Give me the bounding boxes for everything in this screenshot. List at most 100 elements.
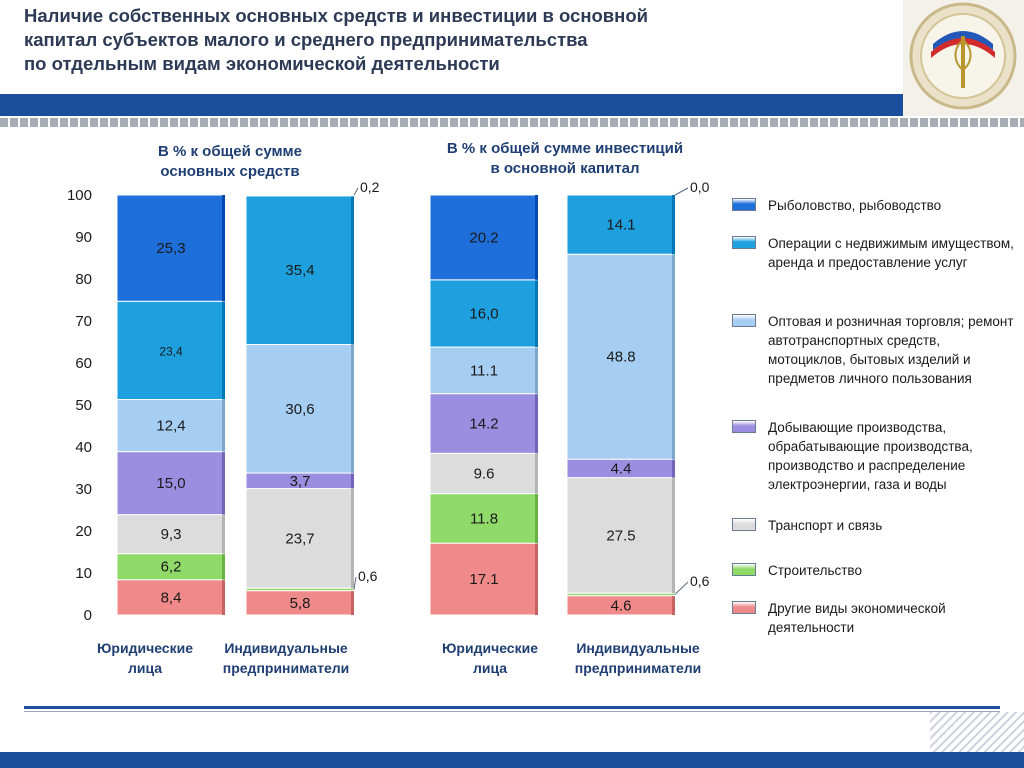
bar-segment-edge	[672, 595, 675, 615]
data-label: 35,4	[285, 262, 314, 279]
leader-line	[353, 187, 359, 196]
data-label: 14.2	[469, 415, 498, 432]
data-label: 14.1	[606, 217, 635, 234]
bar-segment-edge	[535, 279, 538, 348]
category-label: лица	[128, 660, 162, 676]
data-label: 23,4	[159, 344, 183, 358]
data-label: 15,0	[156, 475, 185, 492]
bar-segment	[245, 590, 355, 616]
legend-label: Другие виды экономической деятельности	[768, 601, 946, 635]
y-tick-label: 60	[75, 355, 92, 372]
bar-segment-edge	[535, 347, 538, 394]
category-label: предприниматели	[575, 660, 701, 676]
legend-label: Добывающие производства, обрабатывающие …	[768, 420, 973, 492]
category-label: Юридические	[97, 640, 193, 656]
subtitle-assets: В % к общей сумме основных средств	[110, 142, 350, 182]
bar-segment	[429, 279, 539, 348]
bar-segment	[429, 393, 539, 454]
category-label: Юридические	[442, 640, 538, 656]
category-label: лица	[473, 660, 507, 676]
bar-segment	[566, 253, 676, 460]
legend-swatch	[732, 236, 756, 249]
bar-segment-edge	[222, 553, 225, 580]
bar-segment-edge	[672, 195, 675, 255]
y-tick-label: 40	[75, 439, 92, 456]
category-label: предприниматели	[223, 660, 349, 676]
footer-pattern	[930, 712, 1024, 752]
bar-segment-edge	[222, 514, 225, 554]
data-label: 25,3	[156, 240, 185, 257]
data-label: 0,6	[690, 573, 710, 589]
y-tick-label: 30	[75, 481, 92, 498]
bar-segment-edge	[535, 493, 538, 544]
title-line-3: по отдельным видам экономической деятель…	[24, 53, 500, 74]
legend-label: Транспорт и связь	[768, 518, 883, 533]
data-label: 48.8	[606, 349, 635, 366]
legend-swatch	[732, 314, 756, 327]
subtitle-investments-line-2: в основной капитал	[490, 160, 640, 177]
data-label: 6,2	[161, 559, 182, 576]
subtitle-investments: В % к общей сумме инвестиций в основной …	[410, 139, 720, 179]
bar-segment-edge	[672, 254, 675, 460]
data-label: 4.6	[611, 597, 632, 614]
legend-swatch	[732, 198, 756, 211]
data-label: 11.1	[470, 362, 498, 379]
bar-segment-edge	[672, 459, 675, 478]
footer-line-thin	[24, 711, 1000, 712]
data-label: 5,8	[290, 595, 311, 612]
bar-segment-edge	[351, 590, 354, 615]
category-label: Индивидуальные	[224, 640, 348, 656]
data-label: 3,7	[290, 473, 311, 490]
data-label: 17.1	[469, 571, 498, 588]
data-label: 0,2	[360, 179, 380, 195]
legend-label: Операции с недвижимым имуществом, аренда…	[768, 236, 1014, 270]
legend-swatch	[732, 601, 756, 614]
subtitle-investments-line-1: В % к общей сумме инвестиций	[446, 140, 684, 157]
bar-segment-edge	[222, 451, 225, 515]
data-label: 27.5	[606, 527, 635, 544]
bar-segment-edge	[672, 477, 675, 594]
header-band	[0, 94, 903, 116]
footer-band	[0, 752, 1024, 768]
bar-segment	[566, 477, 676, 594]
legend-label: Оптовая и розничная торговля; ремонт авт…	[768, 314, 1014, 386]
bar-segment-edge	[222, 579, 225, 615]
bar-segment	[429, 194, 539, 281]
data-label: 4.4	[611, 460, 632, 477]
page-title: Наличие собственных основных средств и и…	[24, 4, 874, 76]
leader-line	[353, 576, 357, 590]
legend-label: Рыболовство, рыбоводство	[768, 198, 942, 213]
bar-segment-edge	[222, 399, 225, 452]
data-label: 11.8	[470, 510, 498, 527]
data-label: 9,3	[161, 526, 182, 543]
leader-line	[674, 581, 689, 595]
subtitle-assets-line-1: В % к общей сумме	[157, 143, 303, 160]
leader-line	[674, 187, 689, 196]
data-label: 30,6	[285, 401, 314, 418]
bar-segment	[116, 399, 226, 453]
bar-segment-edge	[535, 195, 538, 280]
y-tick-label: 20	[75, 523, 92, 540]
bar-segment	[245, 195, 355, 346]
title-line-2: капитал субъектов малого и среднего пред…	[24, 29, 588, 50]
data-label: 12,4	[156, 418, 185, 435]
subtitle-assets-line-2: основных средств	[160, 163, 300, 180]
data-label: 0,6	[358, 568, 378, 584]
bar-segment	[245, 488, 355, 589]
bar-segment-edge	[351, 488, 354, 589]
title-line-1: Наличие собственных основных средств и и…	[24, 5, 649, 26]
footer-line	[24, 706, 1000, 709]
y-tick-label: 70	[75, 313, 92, 330]
y-tick-label: 90	[75, 229, 92, 246]
data-label: 8,4	[161, 589, 182, 606]
y-tick-label: 80	[75, 271, 92, 288]
legend-swatch	[732, 420, 756, 433]
y-tick-label: 10	[75, 565, 92, 582]
y-tick-label: 100	[67, 187, 92, 204]
legend-label: Строительство	[768, 563, 862, 578]
bar-segment	[116, 514, 226, 555]
bar-segment-edge	[351, 195, 354, 345]
logo	[903, 0, 1024, 116]
legend-swatch	[732, 563, 756, 576]
